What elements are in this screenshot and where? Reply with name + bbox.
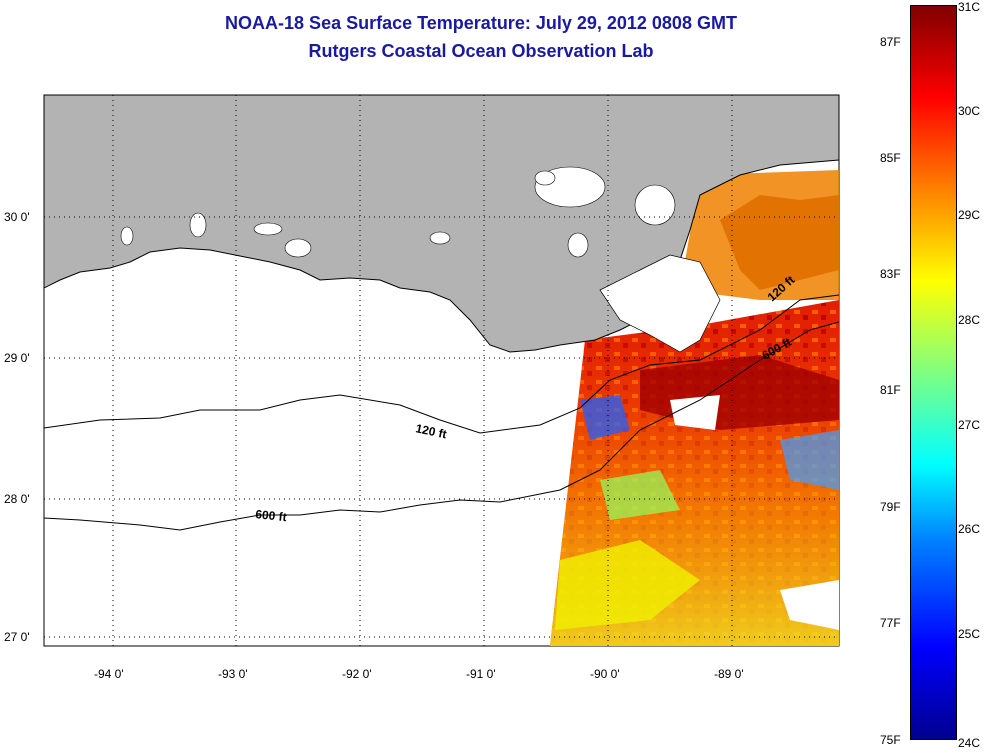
graticule	[44, 95, 839, 646]
colorbar-f-label: 83F	[880, 267, 901, 281]
contour-label: 600 ft	[255, 507, 288, 524]
colorbar-c-label: 31C	[958, 0, 981, 14]
lat-label: 30 0'	[4, 210, 30, 224]
colorbar-f-label: 75F	[880, 733, 901, 747]
depth-contours	[44, 294, 839, 531]
map-subtitle: Rutgers Coastal Ocean Observation Lab	[308, 41, 654, 61]
colorbar-f-label: 79F	[880, 500, 901, 514]
lon-label: -89 0'	[714, 667, 744, 681]
colorbar-f-label: 77F	[880, 616, 901, 630]
lat-label: 29 0'	[4, 351, 30, 365]
delta	[599, 254, 721, 353]
contour-label: 120 ft	[414, 421, 448, 441]
map-title: NOAA-18 Sea Surface Temperature: July 29…	[225, 13, 737, 33]
lat-label: 28 0'	[4, 492, 30, 506]
colorbar-f-label: 85F	[880, 151, 901, 165]
lon-label: -94 0'	[94, 667, 124, 681]
colorbar-f-label: 81F	[880, 383, 901, 397]
colorbar-c-label: 30C	[958, 104, 981, 118]
lon-label: -92 0'	[342, 667, 372, 681]
colorbar-c-label: 29C	[958, 208, 981, 222]
temperature-colorbar	[910, 5, 957, 740]
lakes	[120, 166, 676, 258]
colorbar-c-label: 26C	[958, 522, 981, 536]
colorbar-c-label: 27C	[958, 418, 981, 432]
colorbar-f-label: 87F	[880, 35, 901, 49]
lon-label: -91 0'	[466, 667, 496, 681]
lat-label: 27 0'	[4, 630, 30, 644]
colorbar-c-label: 28C	[958, 313, 981, 327]
colorbar-c-label: 25C	[958, 627, 981, 641]
colorbar-c-label: 24C	[958, 736, 981, 750]
lon-label: -93 0'	[218, 667, 248, 681]
lon-label: -90 0'	[590, 667, 620, 681]
